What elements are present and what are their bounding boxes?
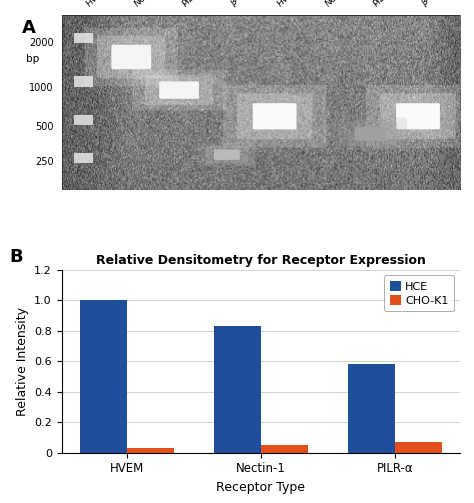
Text: PILR-α: PILR-α [372,0,398,8]
Text: β-actin: β-actin [228,0,257,8]
Text: 2000: 2000 [29,38,54,48]
Bar [80,300,127,453]
Title: Relative Densitometry for Receptor Expression: Relative Densitometry for Receptor Expre… [96,255,426,268]
Bar [214,325,261,453]
Bar [127,448,173,453]
Text: bp: bp [26,54,39,64]
Bar [348,364,395,453]
Text: 1000: 1000 [29,83,54,94]
Text: 500: 500 [35,122,54,132]
Text: Nectin-1: Nectin-1 [324,0,357,8]
Text: B: B [10,248,24,266]
Y-axis label: Relative Intensity: Relative Intensity [16,307,28,416]
Bar [395,442,442,453]
Text: 250: 250 [35,156,54,166]
Bar [261,445,308,453]
Text: β-actin: β-actin [419,0,448,8]
Text: A: A [22,19,36,37]
X-axis label: Receptor Type: Receptor Type [216,481,305,494]
Text: HVEM: HVEM [85,0,110,8]
Legend: HCE, CHO-K1: HCE, CHO-K1 [384,276,454,311]
Text: Nectin-1: Nectin-1 [133,0,166,8]
Text: HVEM: HVEM [276,0,301,8]
Text: PILR-α: PILR-α [181,0,207,8]
